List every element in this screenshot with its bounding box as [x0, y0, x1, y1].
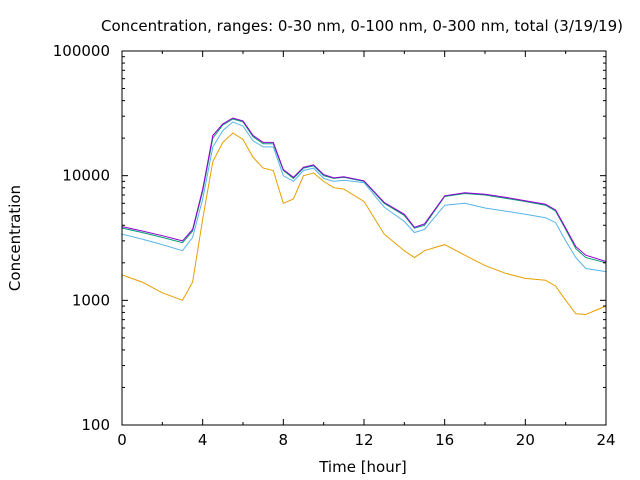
series-line-4 [121, 117, 607, 262]
x-axis-label: Time [hour] [318, 458, 407, 476]
x-tick-label: 8 [279, 431, 289, 449]
series-line-3 [121, 118, 607, 264]
x-tick-label: 0 [117, 431, 127, 449]
y-tick-label: 1000 [72, 291, 110, 309]
plot-series [121, 117, 607, 316]
x-tick-label: 12 [354, 431, 373, 449]
y-tick-label: 10000 [62, 167, 110, 185]
y-tick-label: 100 [81, 416, 110, 434]
x-tick-label: 16 [435, 431, 454, 449]
x-tick-label: 20 [516, 431, 535, 449]
series-line-2 [121, 121, 607, 273]
plot-frame [121, 50, 607, 426]
x-tick-label: 24 [596, 431, 615, 449]
y-axis-label: Concentration [6, 185, 24, 291]
chart-title: Concentration, ranges: 0-30 nm, 0-100 nm… [101, 17, 623, 35]
axis-ticks: 0 4 8 12 16 20 24 100 1000 10000 100000 [53, 42, 616, 449]
y-tick-label: 100000 [53, 42, 110, 60]
series-line-1 [121, 132, 607, 316]
x-tick-label: 4 [198, 431, 208, 449]
